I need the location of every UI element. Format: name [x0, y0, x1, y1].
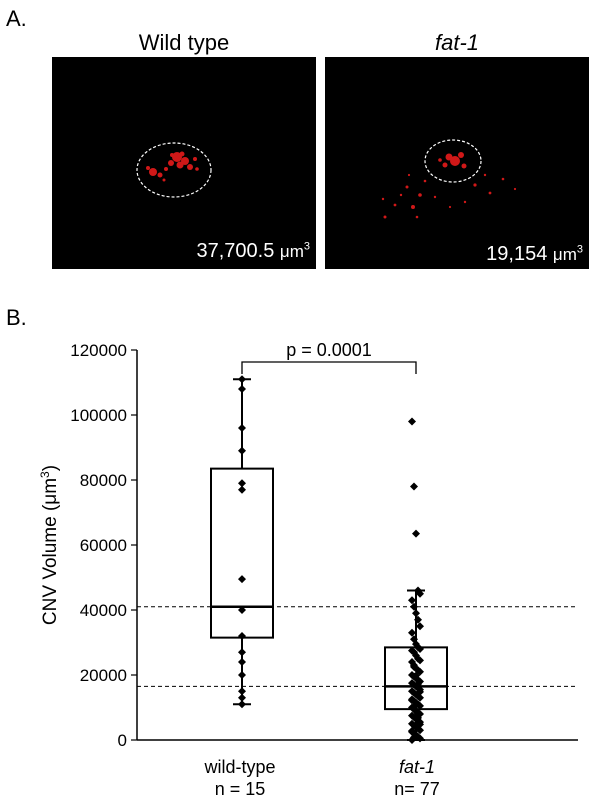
- wild-type-data-point: [238, 671, 246, 679]
- wild-type-data-point: [238, 446, 246, 455]
- panel-b-label: B.: [6, 305, 27, 330]
- panel-a-label: A.: [6, 6, 27, 31]
- fat1-data-point: [416, 622, 424, 631]
- fat1-data-point: [416, 687, 424, 696]
- y-tick-label: 60000: [80, 536, 127, 555]
- fat1-data-point: [412, 671, 420, 680]
- wild-type-data-point: [238, 485, 246, 494]
- data-points: [238, 375, 424, 744]
- wild-type-volume-exponent: 3: [303, 240, 310, 253]
- y-tick-label: 120000: [70, 341, 127, 360]
- wild-type-data-point: [238, 606, 246, 614]
- category-label-wild-type: wild-type n = 15: [170, 756, 310, 800]
- fat1-micrograph-graphic: [381, 139, 517, 219]
- y-axis-label-main: CNV Volume (μm: [40, 478, 61, 625]
- fat1-data-point: [416, 720, 424, 729]
- fat1-image-title: fat-1: [434, 30, 480, 55]
- wild-type-data-point: [238, 700, 246, 709]
- y-axis-label-exponent: 3: [38, 471, 52, 478]
- category-count-fat1: n= 77: [394, 779, 440, 799]
- wild-type-data-point: [238, 687, 246, 696]
- wild-type-data-point: [238, 479, 246, 488]
- fat1-data-point: [412, 609, 420, 618]
- fat1-data-point: [408, 417, 416, 426]
- y-axis-label-close: ): [40, 465, 61, 471]
- fat1-data-point: [408, 628, 416, 637]
- fat1-data-point: [416, 734, 424, 743]
- fat1-volume-exponent: 3: [576, 243, 583, 256]
- fat1-data-point: [410, 733, 418, 742]
- wild-type-image-title: Wild type: [138, 30, 230, 55]
- significance-bracket-line: [241, 361, 417, 374]
- y-tick-label: 20000: [80, 666, 127, 685]
- significance-bracket: p = 0.0001: [241, 340, 417, 374]
- wild-type-data-point: [238, 375, 246, 384]
- wild-type-volume-unit: μm: [279, 242, 304, 261]
- fat1-volume-label: 19,154 μm3: [486, 243, 583, 266]
- fat1-volume-value: 19,154: [486, 243, 548, 265]
- fat1-data-point: [410, 482, 418, 491]
- y-tick-label: 40000: [80, 601, 127, 620]
- reference-lines: [137, 606, 578, 687]
- fat1-data-point: [408, 726, 416, 735]
- wild-type-nucleus-outline: [136, 142, 212, 198]
- category-count-wild-type: n = 15: [214, 779, 266, 799]
- category-name-fat1: fat-1: [398, 757, 436, 777]
- fat1-data-point: [416, 656, 424, 665]
- fat1-data-point: [412, 529, 420, 538]
- chart-axes: 0 20000 40000 60000 80000 100000 120000: [70, 341, 578, 750]
- fat1-data-point: [408, 596, 416, 605]
- fat1-data-point: [416, 589, 424, 598]
- fat1-data-point: [412, 707, 420, 716]
- fat1-nucleus-outline: [424, 139, 482, 183]
- fat1-micrograph: 19,154 μm3: [325, 57, 589, 269]
- wild-type-micrograph-graphic: [136, 142, 212, 198]
- fat1-data-point: [416, 701, 424, 710]
- fat1-red-signal: [381, 152, 517, 219]
- fat1-data-point: [408, 696, 416, 705]
- wild-type-micrograph: 37,700.5 μm3: [52, 57, 316, 269]
- y-tick-label: 0: [118, 731, 127, 750]
- fat1-data-point: [414, 713, 422, 722]
- fat1-data-point: [414, 680, 422, 689]
- significance-label: p = 0.0001: [286, 340, 372, 360]
- fat1-data-point: [416, 693, 424, 702]
- wild-type-red-signal: [146, 151, 199, 182]
- wild-type-volume-label: 37,700.5 μm3: [196, 240, 310, 263]
- wild-type-data-point: [238, 424, 246, 432]
- fat1-volume-unit: μm: [552, 245, 577, 264]
- y-tick-label: 100000: [70, 406, 127, 425]
- fat1-data-point: [416, 645, 424, 653]
- fat1-data-point: [410, 662, 418, 671]
- wild-type-data-point: [238, 575, 246, 584]
- wild-type-data-point: [238, 658, 246, 666]
- fat1-data-point: [410, 602, 418, 611]
- y-axis-label: CNV Volume (μm3): [38, 465, 61, 625]
- wild-type-data-point: [238, 693, 246, 702]
- wild-type-data-point: [238, 632, 246, 640]
- y-tick-label: 80000: [80, 471, 127, 490]
- wild-type-volume-value: 37,700.5: [196, 240, 275, 262]
- fat1-data-point: [414, 615, 422, 624]
- fat1-data-point: [416, 726, 424, 735]
- wild-type-data-point: [238, 385, 246, 393]
- category-name-wild-type: wild-type: [204, 757, 276, 777]
- category-label-fat1: fat-1 n= 77: [347, 756, 487, 800]
- wild-type-data-point: [238, 648, 246, 657]
